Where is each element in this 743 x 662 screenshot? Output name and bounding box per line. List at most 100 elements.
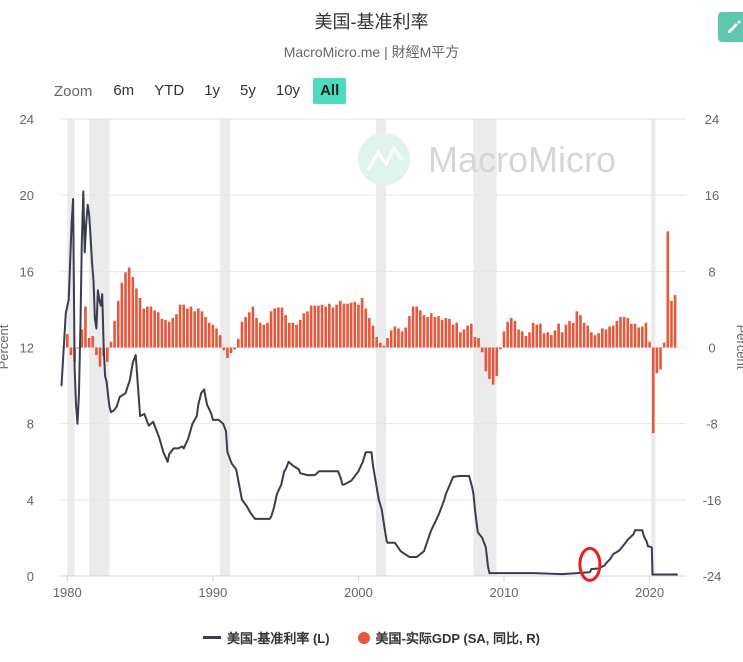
rate-point-36 (129, 379, 131, 381)
rate-point-117 (444, 493, 447, 495)
legend-line-swatch (203, 636, 221, 639)
rate-point-35 (124, 392, 127, 395)
rate-point-87 (318, 470, 320, 473)
x-tick-label-0: 1980 (53, 585, 82, 600)
gdp-bar-61 (287, 322, 291, 348)
gdp-bar-4 (80, 329, 84, 348)
rate-point-7 (76, 422, 79, 425)
rate-point-114 (430, 529, 433, 532)
rate-point-24 (101, 293, 104, 295)
range-button-1y[interactable]: 1y (204, 82, 221, 99)
rate-point-139 (612, 553, 615, 555)
gdp-bar-21 (142, 308, 146, 348)
rate-point-28 (107, 394, 109, 396)
legend-item-rate[interactable]: 美国-基准利率 (L) (203, 628, 330, 647)
legend-rate-label: 美国-基准利率 (L) (227, 631, 330, 646)
gdp-bar-42 (218, 335, 222, 348)
gdp-bar-85 (375, 337, 378, 348)
gdp-bar-27 (164, 319, 167, 348)
rate-point-112 (423, 550, 425, 553)
gdp-bar-133 (550, 335, 553, 348)
rate-point-0 (60, 384, 63, 387)
rate-point-93 (343, 483, 345, 486)
edit-button[interactable] (718, 12, 743, 42)
rate-point-78 (280, 483, 283, 486)
rate-point-89 (328, 470, 331, 473)
rate-point-31 (113, 409, 115, 412)
range-button-10y[interactable]: 10y (275, 82, 301, 99)
x-tick-label-1: 1990 (198, 585, 227, 600)
rate-point-141 (619, 548, 622, 550)
rate-point-104 (383, 527, 386, 530)
rate-point-100 (372, 464, 374, 467)
rate-point-34 (121, 394, 124, 396)
gdp-bar-153 (622, 317, 626, 348)
rate-point-154 (676, 573, 679, 576)
rate-point-130 (503, 572, 505, 574)
gdp-bar-40 (211, 324, 215, 348)
gdp-bar-101 (433, 317, 437, 348)
gdp-bar-114 (480, 347, 484, 353)
rate-point-13 (85, 222, 88, 225)
gdp-bar-132 (546, 332, 550, 348)
gdp-bar-140 (575, 311, 579, 348)
gdp-bar-142 (582, 322, 586, 348)
gdp-bar-9 (98, 347, 102, 367)
gdp-bar-138 (568, 320, 571, 348)
right-tick-label-6: 24 (705, 112, 719, 127)
gdp-bar-36 (196, 308, 200, 348)
range-button-all[interactable]: All (313, 78, 347, 104)
rate-point-95 (356, 472, 358, 474)
rate-point-149 (647, 545, 649, 548)
gdp-bar-86 (378, 342, 382, 348)
gdp-bar-123 (513, 320, 517, 348)
rate-point-98 (364, 451, 367, 454)
rate-point-42 (148, 424, 150, 427)
rate-point-150 (648, 545, 651, 548)
rate-point-64 (225, 430, 227, 433)
rate-point-136 (603, 564, 606, 567)
gdp-bar-25 (156, 312, 160, 348)
gdp-bar-11 (106, 347, 109, 362)
rate-point-45 (158, 436, 160, 438)
gdp-bar-113 (477, 337, 480, 348)
rate-point-5 (73, 365, 76, 368)
gdp-bar-99 (426, 317, 429, 348)
rate-point-153 (663, 573, 665, 576)
rate-point-67 (235, 468, 237, 471)
gdp-bar-117 (491, 347, 495, 385)
gdp-bar-34 (189, 306, 193, 348)
gdp-bar-81 (360, 297, 364, 348)
rate-point-57 (200, 392, 203, 395)
gdp-bar-69 (317, 305, 320, 348)
gdp-bar-74 (335, 304, 338, 348)
gdp-bar-71 (324, 306, 327, 348)
right-tick-label-2: -8 (706, 417, 718, 432)
rate-point-123 (472, 493, 475, 495)
gdp-bar-0 (65, 334, 69, 348)
highlight-circle (578, 546, 602, 582)
gdp-bar-73 (331, 307, 335, 348)
rate-point-77 (276, 493, 278, 495)
rate-point-71 (249, 512, 252, 514)
range-button-6m[interactable]: 6m (113, 82, 135, 99)
rate-point-111 (415, 556, 418, 558)
gdp-bar-16 (124, 272, 127, 348)
gdp-bar-165 (666, 231, 670, 348)
range-button-5y[interactable]: 5y (240, 82, 256, 99)
gdp-bar-8 (95, 347, 98, 356)
gdp-bar-145 (593, 335, 597, 348)
rate-point-133 (589, 571, 591, 573)
rate-point-15 (88, 213, 90, 216)
rate-point-116 (443, 499, 446, 501)
gdp-bar-78 (349, 302, 353, 348)
gdp-bar-160 (648, 341, 651, 348)
gdp-bar-143 (586, 325, 590, 348)
rate-point-129 (488, 572, 491, 574)
rate-point-4 (72, 198, 74, 200)
gdp-bar-15 (120, 282, 124, 348)
rate-point-121 (468, 475, 470, 477)
range-button-ytd[interactable]: YTD (154, 82, 185, 99)
legend-item-gdp[interactable]: 美国-实际GDP (SA, 同比, R) (357, 628, 540, 647)
rate-point-146 (641, 529, 644, 532)
